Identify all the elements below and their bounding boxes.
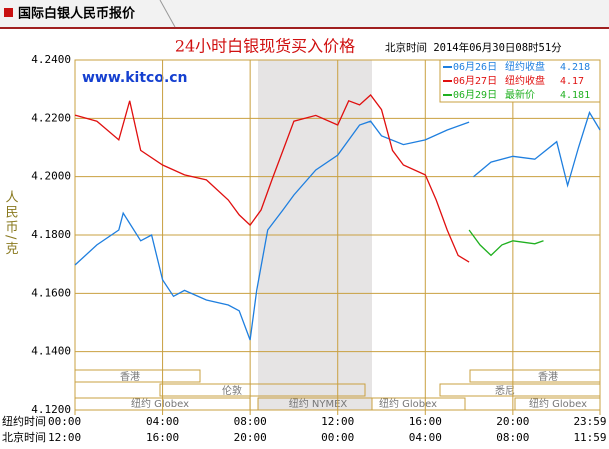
x2-tick-label: 08:00 [496, 431, 529, 444]
session-label: 伦敦 [222, 384, 242, 397]
x2-axis-label: 北京时间 [2, 430, 46, 444]
x-axis-label: 纽约时间 [2, 414, 46, 428]
legend-value: 4.218 [560, 62, 590, 73]
y-tick-label: 4.1200 [31, 403, 71, 416]
x2-tick-label: 00:00 [321, 431, 354, 444]
x-tick-label: 12:00 [321, 415, 354, 428]
x2-tick-label: 11:59 [573, 431, 606, 444]
series-line [74, 110, 601, 341]
y-axis-label: 人民币/克 [3, 190, 19, 256]
y-tick-label: 4.1600 [31, 286, 71, 299]
x-tick-label: 00:00 [48, 415, 81, 428]
legend-label: 纽约收盘 [505, 60, 545, 73]
series-line [74, 94, 470, 263]
series-line [468, 229, 544, 257]
legend-label: 最新价 [505, 88, 535, 101]
x-tick-label: 04:00 [146, 415, 179, 428]
x-tick-label: 20:00 [496, 415, 529, 428]
session-label: 纽约 Globex [131, 397, 189, 410]
x-tick-label: 08:00 [234, 415, 267, 428]
legend-label: 纽约收盘 [505, 74, 545, 87]
session-label: 香港 [538, 371, 558, 383]
y-tick-label: 4.1400 [31, 345, 71, 358]
session-label: 纽约 Globex [529, 397, 587, 410]
legend-name: 06月27日 [453, 75, 497, 87]
session-label: 香港 [120, 371, 140, 383]
header-bar [0, 0, 609, 28]
session-label: 悉尼 [495, 385, 515, 397]
header-title: 国际白银人民币报价 [18, 6, 136, 22]
session-label: 纽约 Globex [379, 397, 437, 410]
x2-tick-label: 16:00 [146, 431, 179, 444]
x-tick-label: 23:59 [573, 415, 606, 428]
legend-value: 4.181 [560, 90, 590, 101]
y-tick-label: 4.2200 [31, 111, 71, 124]
x2-tick-label: 12:00 [48, 431, 81, 444]
x-tick-label: 16:00 [409, 415, 442, 428]
legend-value: 4.17 [560, 76, 584, 87]
watermark: www.kitco.cn [82, 70, 188, 86]
legend-name: 06月26日 [453, 61, 497, 73]
legend-name: 06月29日 [453, 89, 497, 101]
y-tick-label: 4.2000 [31, 170, 71, 183]
x2-tick-label: 04:00 [409, 431, 442, 444]
x2-tick-label: 20:00 [234, 431, 267, 444]
y-tick-label: 4.1800 [31, 228, 71, 241]
header-icon [4, 8, 13, 17]
chart-title: 24小时白银现货买入价格 [175, 37, 355, 56]
plot-frame [74, 59, 601, 411]
chart-subtitle: 北京时间 2014年06月30日08时51分 [385, 41, 562, 54]
session-box [469, 369, 601, 383]
session-label: 纽约 NYMEX [289, 397, 348, 410]
session-box [439, 383, 601, 397]
session-box [159, 383, 366, 397]
legend-box [439, 59, 601, 103]
tab-edge [159, 0, 176, 28]
y-tick-label: 4.2400 [31, 53, 71, 66]
